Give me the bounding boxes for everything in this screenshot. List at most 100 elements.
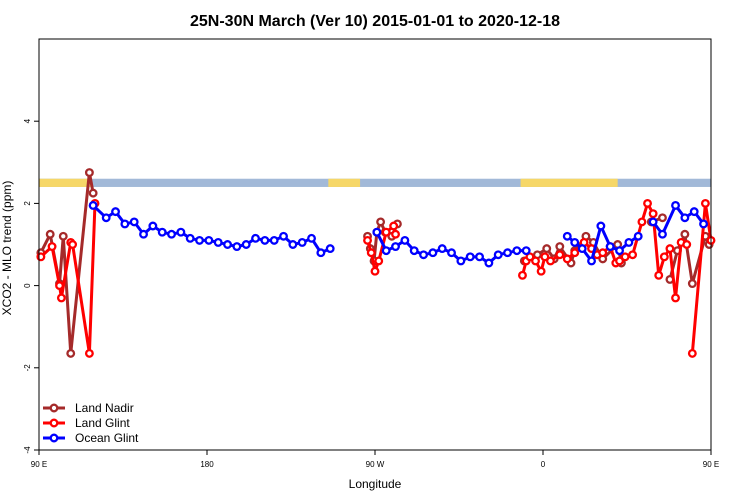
legend-label-land-nadir: Land Nadir xyxy=(75,401,134,415)
ocean-glint-point-16 xyxy=(241,240,251,249)
ocean-glint-point-33 xyxy=(437,244,447,254)
land-glint-line-0 xyxy=(39,203,97,355)
ocean-glint-point-7 xyxy=(157,227,167,237)
axes: 90 E 180 90 W 0 90 E -4 -2 0 2 4 xyxy=(23,118,719,469)
series-land-glint xyxy=(36,198,716,358)
land-nadir-point-32 xyxy=(687,279,697,288)
series-layer xyxy=(36,168,716,358)
land-glint-point-11 xyxy=(374,256,384,266)
ocean-glint-point-53 xyxy=(658,229,667,239)
land-glint-point-36 xyxy=(648,209,658,219)
land-glint-point-5 xyxy=(68,240,78,249)
ocean-glint-point-10 xyxy=(185,233,195,243)
ocean-glint-point-14 xyxy=(223,240,232,249)
land-glint-point-38 xyxy=(659,252,669,262)
land-glint-point-22 xyxy=(555,250,565,260)
land-glint-point-21 xyxy=(546,256,555,266)
land-glint-point-1 xyxy=(47,242,57,252)
land-glint-point-37 xyxy=(654,270,664,280)
ocean-glint-point-23 xyxy=(307,233,316,243)
x-tick-label-2: 90 W xyxy=(366,460,385,469)
land-glint-point-31 xyxy=(615,256,624,266)
land-glint-point-32 xyxy=(620,252,630,262)
land-glint-point-13 xyxy=(389,221,399,231)
land-glint-point-42 xyxy=(682,240,692,249)
land-glint-point-17 xyxy=(525,252,535,262)
land-nadir-point-19 xyxy=(555,242,565,252)
ocean-glint-point-20 xyxy=(279,231,288,241)
ocean-glint-point-36 xyxy=(465,252,475,262)
land-glint-line-2 xyxy=(521,201,688,300)
ocean-glint-point-31 xyxy=(419,250,428,260)
ocean-glint-point-43 xyxy=(562,231,572,241)
ocean-glint-point-11 xyxy=(195,235,204,245)
ocean-glint-point-25 xyxy=(325,244,335,254)
ocean-glint-point-24 xyxy=(316,248,326,258)
ocean-glint-point-4 xyxy=(129,217,139,227)
ocean-glint-point-38 xyxy=(484,258,494,268)
ocean-glint-point-29 xyxy=(400,235,410,245)
land-glint-point-19 xyxy=(536,266,546,276)
ocean-glint-point-39 xyxy=(493,250,503,260)
land-glint-point-8 xyxy=(363,235,372,245)
ocean-glint-point-21 xyxy=(288,240,298,249)
land-nadir-point-31 xyxy=(680,229,690,239)
land-band-segment-1 xyxy=(328,178,361,187)
land-glint-point-44 xyxy=(700,198,710,208)
y-tick-label-3: 2 xyxy=(23,201,32,206)
land-nadir-point-28 xyxy=(658,213,667,223)
ocean-glint-point-6 xyxy=(148,221,158,231)
ocean-glint-point-40 xyxy=(503,248,512,258)
ocean-glint-point-2 xyxy=(111,207,120,217)
land-band-segment-0 xyxy=(39,178,92,187)
legend-label-ocean-glint: Ocean Glint xyxy=(75,431,139,445)
land-mask-band xyxy=(39,178,711,187)
ocean-glint-point-51 xyxy=(633,231,643,241)
ocean-glint-point-26 xyxy=(372,227,382,237)
legend-marker-ocean-glint xyxy=(49,433,59,443)
ocean-glint-point-56 xyxy=(689,207,699,217)
land-nadir-point-3 xyxy=(58,231,68,241)
ocean-glint-point-52 xyxy=(648,217,658,227)
ocean-glint-point-42 xyxy=(521,246,531,256)
land-nadir-point-4 xyxy=(66,348,76,358)
ocean-glint-point-18 xyxy=(260,235,270,245)
legend-label-land-glint: Land Glint xyxy=(75,416,130,430)
legend-marker-land-nadir xyxy=(49,403,59,413)
x-tick-label-3: 0 xyxy=(541,460,546,469)
land-glint-point-35 xyxy=(643,198,652,208)
ocean-glint-point-19 xyxy=(269,235,279,245)
ocean-glint-point-55 xyxy=(680,213,690,223)
series-ocean-glint xyxy=(88,201,708,268)
land-glint-point-15 xyxy=(518,270,527,280)
ocean-glint-point-35 xyxy=(456,256,466,266)
ocean-glint-point-34 xyxy=(447,248,456,258)
ocean-glint-point-13 xyxy=(213,237,223,247)
ocean-glint-point-3 xyxy=(120,219,130,229)
ocean-glint-point-1 xyxy=(101,213,111,223)
land-glint-point-20 xyxy=(540,252,550,262)
land-glint-point-34 xyxy=(637,217,647,227)
ocean-glint-point-48 xyxy=(605,242,615,252)
ocean-glint-point-22 xyxy=(297,237,307,247)
ocean-glint-point-50 xyxy=(624,237,634,247)
y-tick-label-2: 0 xyxy=(23,283,32,288)
ocean-glint-point-30 xyxy=(409,246,419,256)
y-tick-label-4: 4 xyxy=(23,118,32,123)
ocean-glint-point-41 xyxy=(512,246,522,256)
land-glint-point-39 xyxy=(665,244,675,254)
land-glint-point-2 xyxy=(55,281,64,291)
land-glint-point-23 xyxy=(562,254,572,264)
land-glint-point-14 xyxy=(391,229,400,239)
ocean-glint-point-54 xyxy=(671,201,680,210)
land-nadir-point-17 xyxy=(542,244,552,254)
x-tick-label-1: 180 xyxy=(200,460,214,469)
land-nadir-point-6 xyxy=(88,188,98,198)
land-glint-point-18 xyxy=(531,256,540,266)
ocean-glint-point-27 xyxy=(381,246,391,256)
ocean-band xyxy=(39,178,711,187)
land-band-segment-2 xyxy=(520,178,618,187)
ocean-glint-point-32 xyxy=(428,248,438,258)
land-glint-point-33 xyxy=(628,250,638,260)
